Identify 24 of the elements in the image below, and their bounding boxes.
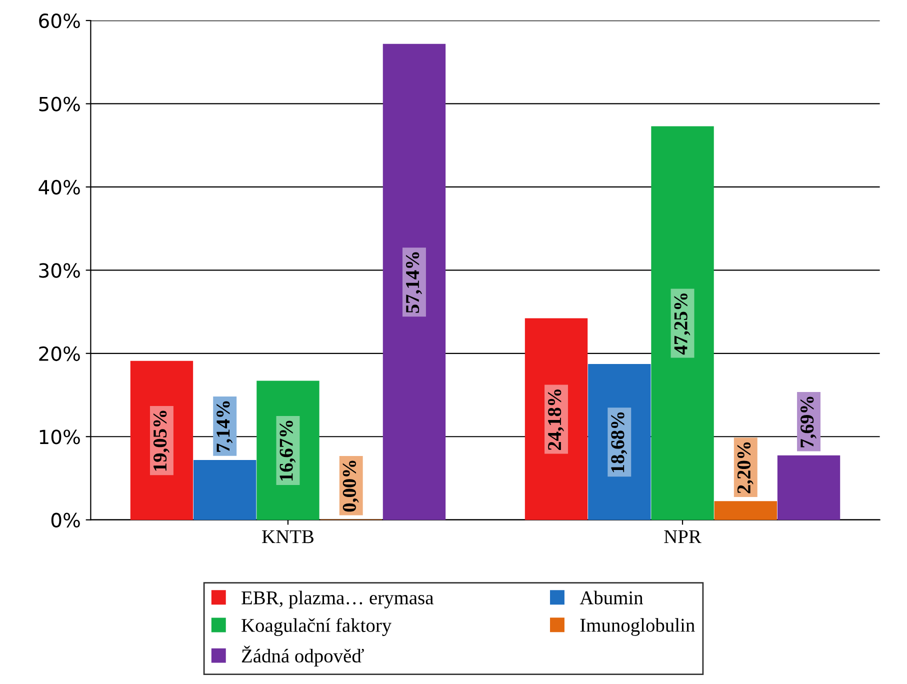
legend-label: Žádná odpověď	[242, 646, 364, 666]
data-label: 18,68%	[611, 412, 628, 472]
data-label: 7,14%	[216, 401, 233, 452]
legend-label: Abumin	[580, 590, 644, 604]
y-tick-label: 40%	[38, 180, 80, 195]
x-tick-label: NPR	[664, 530, 702, 544]
y-tick-label: 10%	[40, 430, 80, 444]
y-tick-label: 0%	[51, 512, 80, 528]
data-label: 19,05%	[153, 410, 170, 471]
data-label: 0,00%	[342, 460, 359, 512]
data-label: 16,67%	[280, 420, 296, 481]
y-tick-label: 30%	[39, 263, 80, 278]
y-tick-label: 60%	[39, 13, 80, 28]
y-tick-label: 50%	[39, 96, 80, 112]
legend-label: Imunoglobulin	[580, 618, 695, 636]
legend-label: Koagulační faktory	[242, 618, 392, 636]
data-label: 24,18%	[548, 389, 564, 450]
data-label: 57,14%	[406, 252, 422, 313]
data-label: 47,25%	[674, 293, 690, 355]
data-label: 2,20%	[737, 442, 754, 494]
y-tick-label: 20%	[39, 346, 80, 362]
legend-label: EBR, plazma… erymasa	[242, 590, 434, 608]
data-label: 7,69%	[800, 396, 816, 448]
x-tick-label: KNTB	[262, 530, 314, 544]
